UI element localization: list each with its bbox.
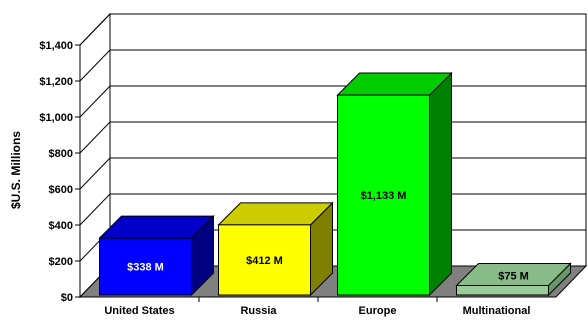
bar-russia: $412 M <box>217 201 334 297</box>
data-label: $338 M <box>127 262 164 274</box>
y-tick-label: $1,000 <box>39 112 73 124</box>
gridline <box>79 49 586 82</box>
bars: $338 M $412 M $1,133 M $75 M <box>98 71 572 297</box>
y-axis-title: $U.S. Millions <box>9 131 23 209</box>
bar-europe: $1,133 M <box>336 71 453 297</box>
x-tick-label: Multinational <box>463 305 531 317</box>
bar-side <box>429 71 452 297</box>
data-label: $412 M <box>246 255 283 267</box>
x-tick-label: Russia <box>240 305 277 317</box>
data-label: $75 M <box>498 271 529 283</box>
bar-multinational: $75 M <box>455 262 572 297</box>
y-tick-label: $0 <box>61 292 73 304</box>
bar-front <box>218 224 311 296</box>
y-tick-label: $400 <box>49 220 73 232</box>
bar-front <box>456 285 549 296</box>
y-tick-label: $1,400 <box>39 40 73 52</box>
bar-united-states: $338 M <box>98 214 215 297</box>
x-tick-label: United States <box>104 305 174 317</box>
y-tick-label: $800 <box>49 148 73 160</box>
data-label: $1,133 M <box>361 190 407 202</box>
y-axis: $0 $200 $400 $600 $800 $1,000 $1,200 $1,400 <box>39 40 81 304</box>
x-axis: United States Russia Europe Multinational <box>80 296 556 317</box>
gridline <box>79 13 586 46</box>
y-tick-label: $600 <box>49 184 73 196</box>
bar-front <box>337 94 430 296</box>
x-tick-label: Europe <box>359 305 397 317</box>
y-tick-label: $1,200 <box>39 76 73 88</box>
bar-front <box>99 237 192 296</box>
y-tick-label: $200 <box>49 256 73 268</box>
